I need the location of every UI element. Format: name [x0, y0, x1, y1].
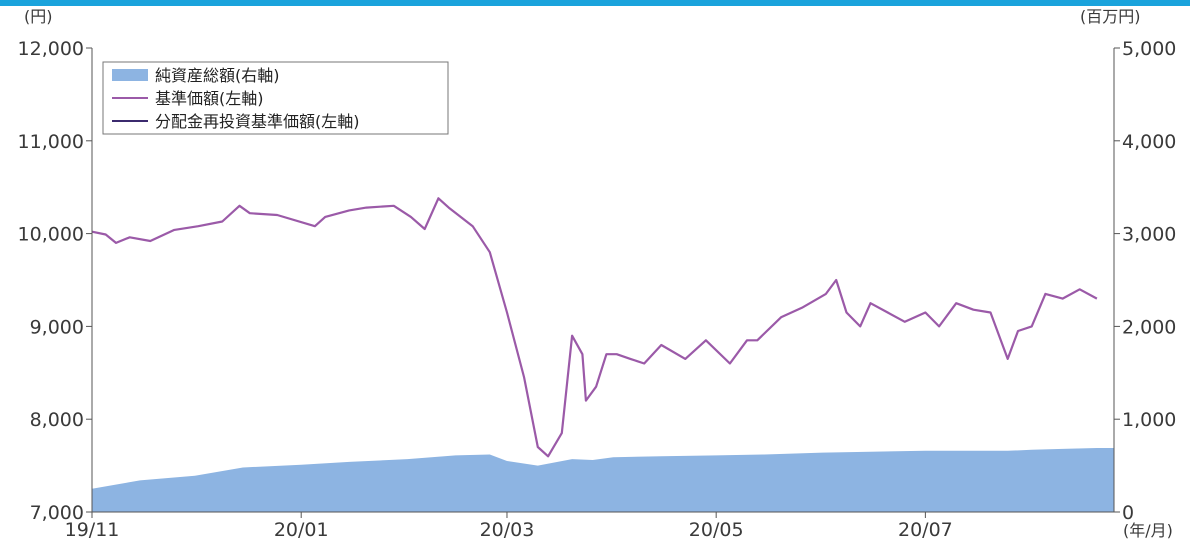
- right-tick-label: 0: [1122, 502, 1134, 524]
- left-y-ticks: 7,000 8,000 9,000 10,000 11,000 12,000: [18, 38, 92, 524]
- right-tick-label: 3,000: [1122, 224, 1176, 246]
- price-line-layer: [91, 197, 1098, 458]
- net-assets-area-layer: [92, 448, 1114, 512]
- x-axis-unit: (年/月): [1123, 521, 1173, 540]
- right-y-ticks: 0 1,000 2,000 3,000 4,000 5,000: [1114, 38, 1176, 524]
- x-tick-label: 20/05: [689, 519, 744, 541]
- left-tick-label: 8,000: [30, 409, 84, 431]
- left-tick-label: 9,000: [30, 316, 84, 338]
- right-tick-label: 4,000: [1122, 131, 1176, 153]
- legend-label-reinvest: 分配金再投資基準価額(左軸): [155, 112, 360, 131]
- left-axis-unit: (円): [24, 7, 53, 26]
- legend-swatch-net-assets: [112, 69, 148, 81]
- left-tick-label: 12,000: [18, 38, 84, 60]
- x-tick-label: 20/07: [898, 519, 953, 541]
- left-tick-label: 7,000: [30, 502, 84, 524]
- right-axis-unit: (百万円): [1080, 7, 1141, 26]
- x-ticks: 19/11 20/01 20/03 20/05 20/07: [65, 512, 953, 541]
- right-tick-label: 2,000: [1122, 316, 1176, 338]
- right-tick-label: 1,000: [1122, 409, 1176, 431]
- legend-label-price: 基準価額(左軸): [155, 89, 264, 108]
- legend: 純資産総額(右軸) 基準価額(左軸) 分配金再投資基準価額(左軸): [102, 61, 449, 135]
- x-tick-label: 20/03: [480, 519, 535, 541]
- header-bar: [0, 0, 1190, 6]
- left-tick-label: 11,000: [18, 131, 84, 153]
- left-tick-label: 10,000: [18, 224, 84, 246]
- price-line: [91, 197, 1098, 458]
- axes: [91, 48, 1115, 513]
- x-tick-label: 19/11: [65, 519, 120, 541]
- x-tick-label: 20/01: [274, 519, 329, 541]
- net-assets-area: [92, 448, 1114, 512]
- right-tick-label: 5,000: [1122, 38, 1176, 60]
- legend-box: [102, 61, 449, 135]
- legend-label-net-assets: 純資産総額(右軸): [155, 66, 280, 85]
